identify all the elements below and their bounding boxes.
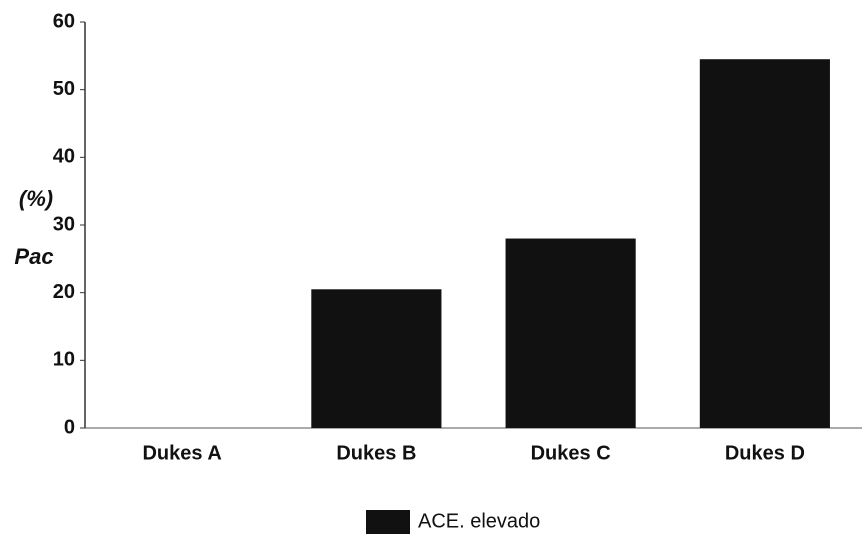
y-tick-label: 20 <box>53 281 75 303</box>
y-tick-label: 60 <box>53 10 75 32</box>
legend-label: ACE. elevado <box>418 510 540 532</box>
y-tick-label: 50 <box>53 78 75 100</box>
bar <box>699 59 830 428</box>
y-tick-label: 30 <box>53 213 75 235</box>
x-tick-label: Dukes D <box>725 442 805 464</box>
x-tick-label: Dukes C <box>531 442 611 464</box>
y-axis-label: (%) <box>19 186 53 211</box>
y-axis-label: Pac <box>14 244 53 269</box>
x-tick-label: Dukes B <box>336 442 416 464</box>
x-tick-label: Dukes A <box>142 442 221 464</box>
bar <box>505 238 636 428</box>
bar <box>311 289 442 428</box>
y-tick-label: 0 <box>64 416 75 438</box>
y-tick-label: 40 <box>53 146 75 168</box>
legend-swatch <box>366 510 410 534</box>
y-tick-label: 10 <box>53 349 75 371</box>
